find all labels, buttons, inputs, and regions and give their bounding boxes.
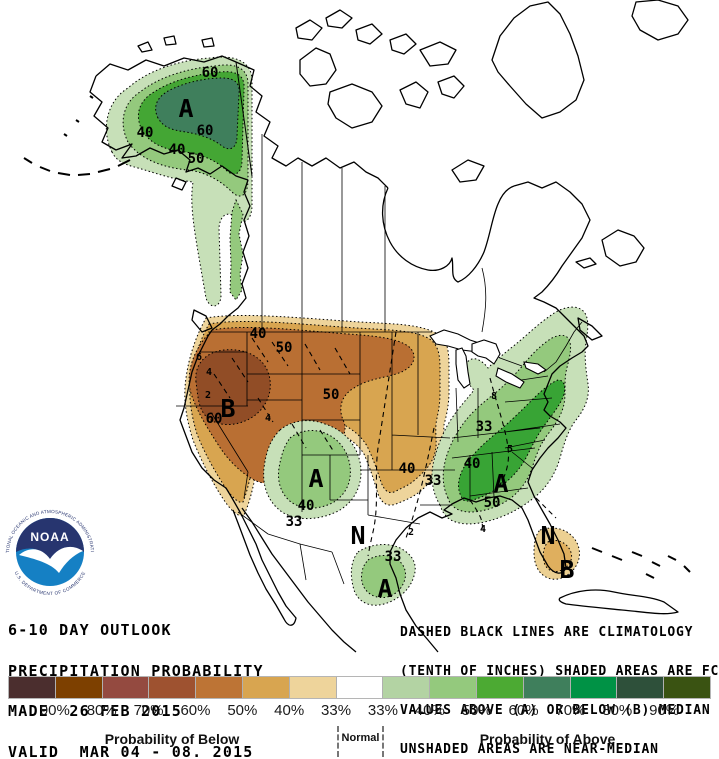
colorbar-swatch	[383, 677, 431, 698]
valid-date: VALID MAR 04 - 08. 2015	[8, 742, 254, 759]
colorbar-swatch	[617, 677, 665, 698]
political-borders	[176, 134, 583, 585]
percent-label: 40%	[274, 702, 305, 719]
map-label-contour: 40	[298, 498, 315, 514]
colorbar-swatch	[9, 677, 56, 698]
percent-label: 80%	[86, 702, 117, 719]
title-block: 6-10 DAY OUTLOOK PRECIPITATION PROBABILI…	[8, 597, 264, 759]
percent-label: 33%	[367, 702, 398, 719]
map-label-letter: B	[220, 394, 235, 423]
colorbar-swatch	[149, 677, 197, 698]
colorbar-percent-labels: 90% 80% 70% 60% 50% 40% 33% 33% 40% 50% 60% 70% 80% 9…	[8, 702, 711, 720]
title-line-2: PRECIPITATION PROBABILITY	[8, 661, 264, 680]
percent-label: 70%	[555, 702, 586, 719]
nm-band-40	[278, 430, 351, 509]
below-caption: Probability of Below	[104, 731, 240, 747]
map-label-contour: 40	[464, 456, 481, 472]
map-label-contour: 60	[197, 123, 214, 139]
map-label-letter: N	[350, 521, 365, 550]
percent-label: 90%	[649, 702, 680, 719]
map-label-climo: 4	[265, 413, 271, 424]
logo-acronym: NOAA	[30, 530, 69, 544]
map-label-letter: A	[377, 574, 392, 603]
map-label-climo: 4	[206, 367, 212, 378]
colorbar-swatch	[430, 677, 477, 698]
percent-label: 70%	[133, 702, 164, 719]
florida-b-core	[542, 539, 573, 573]
percent-label: 90%	[39, 702, 70, 719]
percent-label: 60%	[508, 702, 539, 719]
percent-label: 40%	[414, 702, 445, 719]
se-band-50	[458, 379, 566, 502]
map-label-climo: 5	[507, 444, 513, 455]
map-label-climo: 6	[196, 352, 202, 363]
desc-line-2: (TENTH OF INCHES) SHADED AREAS ARE FCST	[400, 664, 719, 679]
map-label-contour: 60	[202, 65, 219, 81]
map-label-climo: 2	[408, 527, 414, 538]
map-label-letter: N	[540, 521, 555, 550]
txcoast-band-40	[361, 555, 406, 599]
great-lakes	[429, 329, 548, 389]
percent-label: 80%	[602, 702, 633, 719]
legend-description: DASHED BLACK LINES ARE CLIMATOLOGY (TENT…	[400, 600, 719, 759]
map-label-letter: A	[493, 469, 508, 498]
map-label-contour: 40	[250, 326, 267, 342]
map-label-contour: 33	[385, 549, 402, 565]
map-label-contour: 60	[206, 411, 223, 427]
alaska-band-60	[155, 77, 240, 150]
colorbar-swatch	[336, 677, 384, 698]
desc-line-3: VALUES ABOVE (A) OR BELOW (B) MEDIAN	[400, 703, 711, 718]
percent-label: 33%	[321, 702, 352, 719]
colorbar-swatch	[289, 677, 337, 698]
map-label-climo: 4	[480, 524, 486, 535]
map-label-contour: 33	[425, 473, 442, 489]
colorbar-swatch	[196, 677, 243, 698]
normal-caption: Normal	[337, 726, 384, 757]
seagull-icon	[19, 546, 83, 573]
colorbar-swatch	[664, 677, 710, 698]
desc-line-1: DASHED BLACK LINES ARE CLIMATOLOGY	[400, 625, 694, 640]
title-line-1: 6-10 DAY OUTLOOK	[8, 621, 172, 639]
probability-shading	[105, 56, 589, 606]
map-label-contour: 33	[286, 514, 303, 530]
map-label-climo: 2	[205, 390, 211, 401]
percent-label: 50%	[461, 702, 492, 719]
map-label-letter: A	[178, 94, 193, 123]
desc-line-4: UNSHADED AREAS ARE NEAR-MEDIAN	[400, 742, 659, 757]
normal-caption-text: Normal	[341, 732, 380, 744]
climatology-lines	[213, 331, 557, 557]
colorbar-swatch	[476, 677, 524, 698]
map-label-contour: 50	[323, 387, 340, 403]
colorbar-swatch	[55, 677, 103, 698]
noaa-logo: NOAA NATIONAL OCEANIC AND ATMOSPHERIC AD…	[3, 504, 96, 598]
map-label-contour: 50	[276, 340, 293, 356]
map-label-letter: B	[559, 555, 574, 584]
percent-label: 50%	[227, 702, 258, 719]
colorbar-swatch	[523, 677, 571, 698]
map-label-contour: 50	[188, 151, 205, 167]
map-label-contour: 40	[169, 142, 186, 158]
map-label-climo: 8	[491, 391, 497, 402]
colorbar-swatch	[242, 677, 290, 698]
map-label-letter: A	[308, 464, 323, 493]
above-caption: Probability of Above	[479, 731, 616, 747]
colorbar-swatch	[570, 677, 618, 698]
coastlines	[23, 0, 691, 653]
logo-sky	[16, 518, 84, 559]
map-label-contour: 40	[399, 461, 416, 477]
made-date: MADE 26 FEB 2015	[8, 702, 182, 720]
colorbar-swatch	[102, 677, 150, 698]
percent-label: 60%	[180, 702, 211, 719]
map-label-contour: 50	[484, 495, 501, 511]
map-label-contour: 40	[137, 125, 154, 141]
map-label-contour: 33	[476, 419, 493, 435]
panhandle-strip-40	[229, 198, 244, 301]
probability-colorbar	[8, 676, 711, 699]
